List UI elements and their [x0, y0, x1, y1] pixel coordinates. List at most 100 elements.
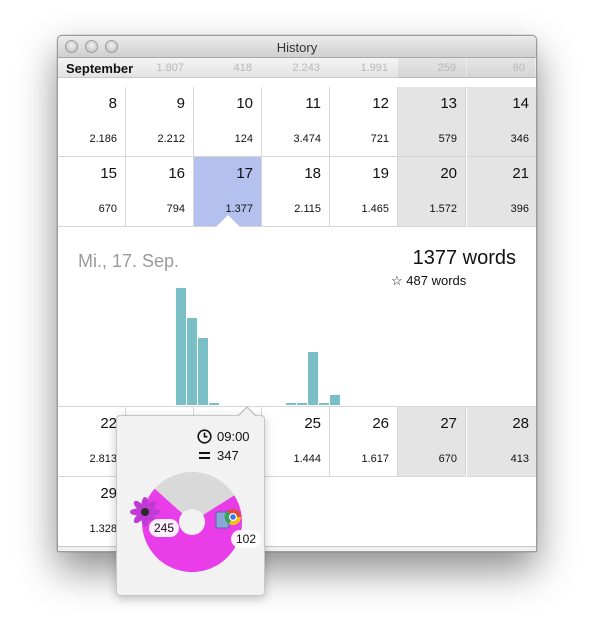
- day-cell-18[interactable]: 18 2.115: [262, 157, 330, 227]
- popover-total: 347: [217, 448, 239, 463]
- day-number: 12: [372, 95, 389, 112]
- day-cell-26[interactable]: 26 1.617: [330, 407, 398, 477]
- day-cell-14[interactable]: 14 346: [467, 87, 536, 157]
- day-word-count: 794: [166, 203, 185, 215]
- day-word-count: 2.115: [294, 203, 321, 215]
- zoom-window-button[interactable]: [105, 40, 118, 53]
- starred-words: ☆ 487 words: [391, 273, 466, 289]
- day-number: 29: [100, 485, 117, 502]
- day-number: 25: [304, 415, 321, 432]
- history-window: History September 1.807 418 2.243 1.991 …: [57, 35, 537, 552]
- window-footer: [58, 546, 536, 551]
- hour-bar[interactable]: [319, 403, 329, 405]
- clock-icon: [197, 429, 212, 444]
- day-word-count: 2.813: [89, 453, 117, 465]
- day-word-count: 396: [510, 203, 529, 215]
- hour-bar[interactable]: [209, 403, 219, 405]
- detail-date: Mi., 17. Sep.: [78, 251, 180, 271]
- day-word-count: 579: [438, 133, 457, 145]
- close-window-button[interactable]: [65, 40, 78, 53]
- week-total: 418: [233, 62, 252, 74]
- day-cell-20[interactable]: 20 1.572: [398, 157, 466, 227]
- star-icon: ☆: [391, 273, 403, 288]
- day-number: 9: [176, 95, 185, 112]
- day-number: 15: [100, 165, 117, 182]
- day-cell-8[interactable]: 8 2.186: [58, 87, 126, 157]
- day-word-count: 3.474: [293, 133, 321, 145]
- pie-hole: [179, 509, 205, 535]
- week-total: 60: [512, 62, 525, 74]
- day-cell-10[interactable]: 10 124: [194, 87, 262, 157]
- hour-bar[interactable]: [308, 352, 318, 405]
- selection-notch: [216, 215, 240, 227]
- day-word-count: 1.377: [225, 203, 253, 215]
- day-cell-12[interactable]: 12 721: [330, 87, 398, 157]
- hour-detail-popover: 09:00 347 245 102: [116, 415, 265, 596]
- day-word-count: 1.617: [361, 453, 389, 465]
- popover-arrow-fill: [238, 408, 256, 417]
- day-word-count: 2.186: [89, 133, 117, 145]
- hour-bar[interactable]: [286, 403, 296, 405]
- day-detail-panel: Mi., 17. Sep. 1377 words ☆ 487 words: [58, 227, 536, 407]
- day-number: 20: [440, 165, 457, 182]
- day-number: 28: [512, 415, 529, 432]
- day-cell-21[interactable]: 21 396: [467, 157, 536, 227]
- day-word-count: 124: [234, 133, 253, 145]
- minimize-window-button[interactable]: [85, 40, 98, 53]
- app-usage-pie: [142, 472, 242, 572]
- window-title: History: [276, 40, 318, 55]
- day-word-count: 1.465: [361, 203, 389, 215]
- month-header: September 1.807 418 2.243 1.991 259 60: [58, 58, 536, 78]
- day-cell-17-selected[interactable]: 17 1.377: [194, 157, 262, 227]
- other-apps-count: 102: [231, 530, 262, 548]
- week-total: 2.243: [292, 62, 320, 74]
- day-word-count: 346: [510, 133, 529, 145]
- detail-word-count: 1377 words: [412, 247, 516, 269]
- day-cell-16[interactable]: 16 794: [126, 157, 194, 227]
- hour-bar[interactable]: [198, 338, 208, 405]
- day-number: 17: [236, 165, 253, 182]
- day-number: 19: [372, 165, 389, 182]
- week-total: 259: [437, 62, 456, 74]
- day-number: 22: [100, 415, 117, 432]
- title-bar: History: [58, 36, 536, 58]
- popover-time: 09:00: [217, 429, 250, 444]
- weekend-shade: [467, 58, 535, 78]
- day-word-count: 413: [510, 453, 529, 465]
- flower-app-count: 245: [149, 519, 180, 537]
- day-cell-13[interactable]: 13 579: [398, 87, 466, 157]
- hour-bar[interactable]: [187, 318, 197, 405]
- day-number: 16: [168, 165, 185, 182]
- day-word-count: 1.444: [293, 453, 321, 465]
- day-number: 13: [440, 95, 457, 112]
- day-cell-15[interactable]: 15 670: [58, 157, 126, 227]
- day-cell-27[interactable]: 27 670: [398, 407, 466, 477]
- week-total: 1.807: [156, 62, 184, 74]
- hour-bar[interactable]: [176, 288, 186, 405]
- day-word-count: 2.212: [157, 133, 185, 145]
- day-word-count: 721: [370, 133, 389, 145]
- equals-icon: [199, 452, 210, 459]
- other-apps-slice[interactable]: [154, 472, 235, 522]
- day-cell-22[interactable]: 22 2.813: [58, 407, 126, 477]
- day-cell-28[interactable]: 28 413: [467, 407, 536, 477]
- day-number: 8: [108, 95, 117, 112]
- hour-bar[interactable]: [297, 403, 307, 405]
- day-number: 11: [305, 95, 321, 112]
- day-word-count: 1.328: [89, 523, 117, 535]
- day-cell-19[interactable]: 19 1.465: [330, 157, 398, 227]
- day-cell-11[interactable]: 11 3.474: [262, 87, 330, 157]
- starred-word-count: 487 words: [406, 273, 467, 288]
- hour-bar[interactable]: [330, 395, 340, 405]
- week-total: 1.991: [360, 62, 388, 74]
- day-cell-25[interactable]: 25 1.444: [262, 407, 330, 477]
- day-word-count: 1.572: [429, 203, 457, 215]
- day-word-count: 670: [438, 453, 457, 465]
- day-number: 14: [512, 95, 529, 112]
- other-apps-icon: [215, 509, 242, 529]
- day-word-count: 670: [98, 203, 117, 215]
- weekend-shade: [398, 58, 466, 78]
- day-number: 10: [236, 95, 253, 112]
- day-cell-9[interactable]: 9 2.212: [126, 87, 194, 157]
- month-label: September: [66, 61, 134, 76]
